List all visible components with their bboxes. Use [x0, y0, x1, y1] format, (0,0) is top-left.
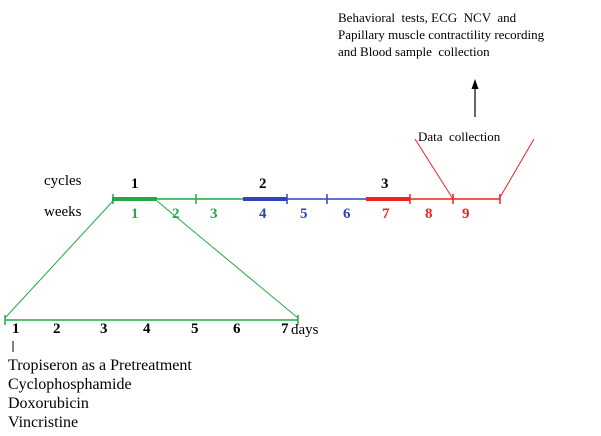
treatment-tropiseron: Tropiseron as a Pretreatment	[8, 357, 192, 374]
week-8-label: 8	[425, 206, 433, 222]
data-collection-label: Data collection	[418, 129, 501, 144]
cycle-3-label: 3	[381, 176, 389, 192]
week-1-label: 1	[131, 206, 139, 222]
day-6-label: 6	[233, 321, 241, 337]
cycle-2-timeline	[243, 194, 366, 204]
outcomes-line-2: Papillary muscle contractility recording	[338, 27, 545, 42]
treatment-vincristine: Vincristine	[8, 414, 78, 431]
outcome-arrow	[471, 79, 479, 117]
day-1-label: 1	[12, 321, 20, 337]
day-2-label: 2	[53, 321, 61, 337]
data-collection-funnel-right	[498, 138, 535, 200]
week-5-label: 5	[300, 206, 308, 222]
cycle-1-label: 1	[131, 176, 139, 192]
weeks-label: weeks	[44, 204, 82, 220]
treatment-doxorubicin: Doxorubicin	[8, 395, 89, 412]
week-3-label: 3	[210, 206, 218, 222]
day-timeline	[4, 315, 299, 325]
week-6-label: 6	[343, 206, 351, 222]
outcomes-line-3: and Blood sample collection	[338, 44, 490, 59]
week-4-label: 4	[259, 206, 267, 222]
outcomes-line-1: Behavioral tests, ECG NCV and	[338, 10, 517, 25]
treatment-cyclophosphamide: Cyclophosphamide	[8, 376, 132, 393]
day-5-label: 5	[191, 321, 199, 337]
week-9-label: 9	[462, 206, 470, 222]
day-7-label: 7	[281, 321, 289, 337]
zoom-line-right	[156, 200, 299, 319]
cycle-2-label: 2	[259, 176, 267, 192]
day-3-label: 3	[100, 321, 108, 337]
cycles-label: cycles	[44, 173, 82, 189]
data-collection-funnel-left	[414, 138, 454, 200]
zoom-line-left	[4, 200, 114, 319]
cycle-1-timeline	[112, 194, 243, 204]
days-unit-label: days	[291, 322, 319, 338]
cycle-3-timeline	[366, 194, 501, 204]
week-7-label: 7	[382, 206, 390, 222]
week-2-label: 2	[172, 206, 180, 222]
day-4-label: 4	[143, 321, 151, 337]
